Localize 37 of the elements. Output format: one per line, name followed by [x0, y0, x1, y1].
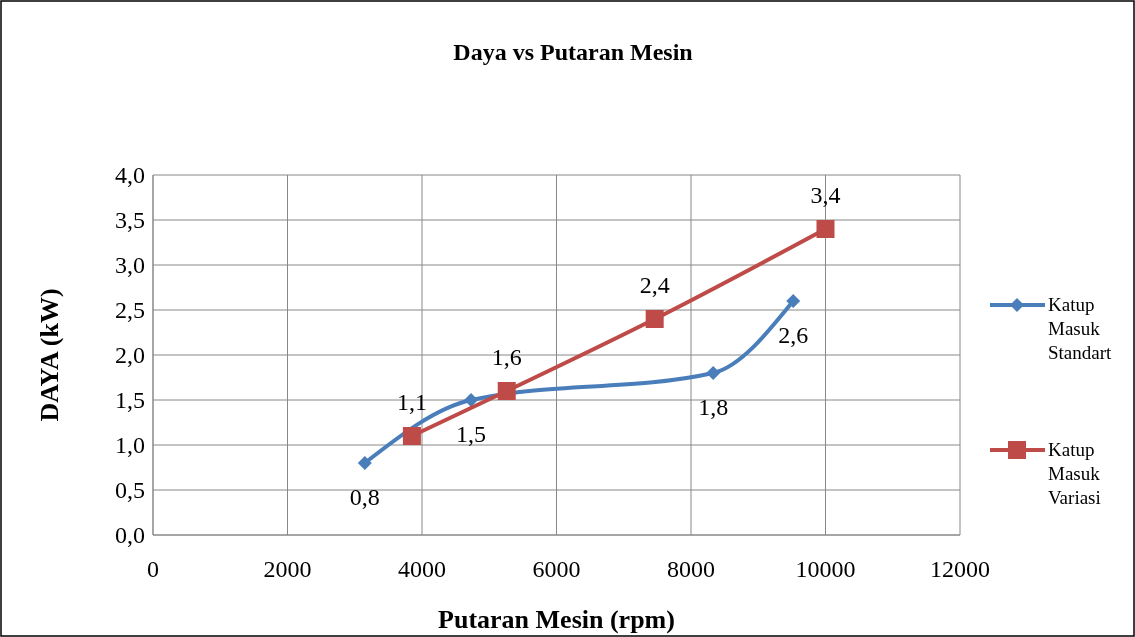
y-tick-label: 1,0 [115, 432, 145, 458]
point [786, 294, 801, 308]
data-label: 1,1 [396, 389, 427, 415]
x-axis-title: Putaran Mesin (rpm) [438, 605, 675, 634]
point [816, 220, 835, 238]
y-tick-label: 4,0 [115, 162, 145, 188]
legend-label: Katup Masuk Standart [1048, 294, 1113, 363]
x-tick-label: 10000 [795, 556, 856, 582]
x-tick-label: 4000 [398, 556, 446, 582]
data-label: 2,4 [639, 272, 670, 298]
point [706, 366, 721, 380]
data-label: 1,8 [698, 394, 729, 420]
data-label: 0,8 [349, 484, 380, 510]
y-tick-label: 0,5 [115, 477, 145, 503]
data-label: 1,6 [491, 344, 522, 370]
y-tick-label: 1,5 [115, 387, 145, 413]
x-tick-label: 8000 [667, 556, 715, 582]
point [464, 393, 479, 407]
y-tick-label: 0,0 [115, 522, 145, 548]
point [497, 382, 516, 400]
x-tick-label: 6000 [532, 556, 581, 582]
y-tick-label: 2,0 [115, 342, 145, 368]
x-tick-label: 0 [147, 556, 159, 582]
chart-title: Daya vs Putaran Mesin [453, 39, 693, 65]
x-tick-label: 12000 [930, 556, 990, 582]
point [402, 427, 421, 445]
legend-label: Katup Masuk Variasi [1048, 439, 1101, 508]
point [645, 310, 664, 328]
data-label: 2,6 [778, 322, 809, 348]
data-label: 3,4 [810, 182, 841, 208]
y-tick-label: 2,5 [115, 297, 145, 323]
point [357, 456, 372, 470]
data-label: 1,5 [456, 421, 487, 447]
y-tick-label: 3,5 [115, 207, 145, 233]
y-tick-label: 3,0 [115, 252, 145, 278]
x-tick-label: 2000 [263, 556, 312, 582]
y-axis-title: DAYA (kW) [35, 288, 64, 422]
